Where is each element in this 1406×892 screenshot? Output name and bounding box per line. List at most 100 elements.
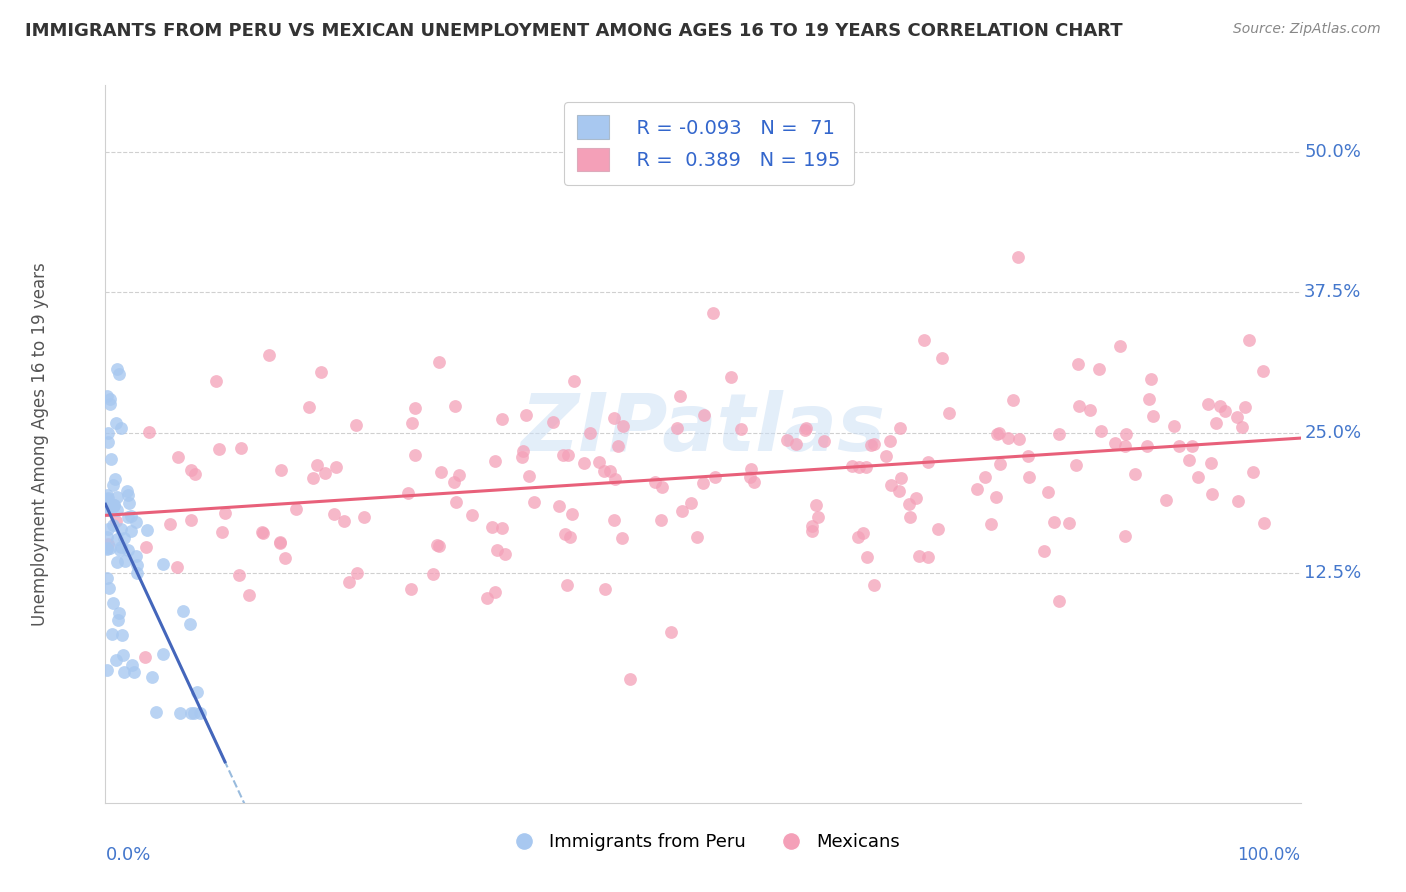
- Text: 25.0%: 25.0%: [1305, 424, 1361, 442]
- Point: [96, 488, 118, 502]
- Point: [1154, 492, 1177, 507]
- Point: [344, 417, 367, 432]
- Point: [315, 467, 337, 481]
- Point: [572, 456, 595, 470]
- Point: [481, 520, 503, 534]
- Point: [494, 547, 516, 561]
- Point: [988, 457, 1011, 471]
- Point: [96, 500, 118, 514]
- Point: [100, 397, 122, 411]
- Point: [97, 491, 120, 506]
- Point: [401, 416, 423, 430]
- Point: [353, 510, 375, 524]
- Point: [1067, 357, 1090, 371]
- Point: [602, 513, 624, 527]
- Point: [112, 531, 135, 545]
- Point: [105, 362, 128, 376]
- Point: [444, 495, 467, 509]
- Point: [1114, 529, 1136, 543]
- Point: [110, 421, 132, 435]
- Point: [120, 508, 142, 523]
- Point: [515, 408, 537, 422]
- Point: [1017, 449, 1039, 463]
- Text: ZIPatlas: ZIPatlas: [520, 391, 886, 468]
- Point: [96, 541, 118, 556]
- Point: [443, 475, 465, 489]
- Point: [917, 550, 939, 565]
- Point: [555, 578, 578, 592]
- Point: [522, 495, 544, 509]
- Point: [166, 450, 188, 464]
- Point: [105, 532, 128, 546]
- Point: [449, 467, 471, 482]
- Point: [603, 410, 626, 425]
- Point: [96, 542, 118, 557]
- Point: [908, 549, 931, 564]
- Point: [491, 412, 513, 426]
- Point: [1018, 470, 1040, 484]
- Point: [484, 585, 506, 599]
- Point: [105, 490, 128, 504]
- Point: [644, 475, 666, 490]
- Point: [669, 389, 692, 403]
- Point: [856, 550, 879, 565]
- Point: [1032, 544, 1054, 558]
- Point: [889, 483, 911, 498]
- Point: [307, 458, 329, 472]
- Point: [517, 468, 540, 483]
- Point: [172, 604, 194, 618]
- Point: [136, 523, 159, 537]
- Point: [228, 568, 250, 582]
- Point: [110, 522, 132, 536]
- Point: [1047, 426, 1070, 441]
- Point: [179, 616, 201, 631]
- Text: IMMIGRANTS FROM PERU VS MEXICAN UNEMPLOYMENT AMONG AGES 16 TO 19 YEARS CORRELATI: IMMIGRANTS FROM PERU VS MEXICAN UNEMPLOY…: [25, 22, 1123, 40]
- Point: [848, 459, 870, 474]
- Point: [208, 442, 231, 457]
- Point: [269, 536, 291, 550]
- Point: [561, 508, 583, 522]
- Point: [1057, 516, 1080, 530]
- Point: [927, 523, 949, 537]
- Point: [547, 500, 569, 514]
- Point: [1142, 409, 1164, 424]
- Point: [422, 567, 444, 582]
- Point: [145, 706, 167, 720]
- Point: [101, 500, 124, 515]
- Point: [96, 571, 118, 585]
- Point: [1251, 364, 1274, 378]
- Point: [730, 422, 752, 436]
- Point: [112, 648, 135, 662]
- Point: [800, 519, 823, 533]
- Point: [1115, 427, 1137, 442]
- Point: [813, 434, 835, 448]
- Point: [1181, 439, 1204, 453]
- Point: [103, 478, 125, 492]
- Point: [619, 673, 641, 687]
- Point: [510, 450, 533, 465]
- Point: [740, 470, 762, 484]
- Point: [1042, 515, 1064, 529]
- Point: [461, 508, 484, 522]
- Point: [98, 541, 121, 555]
- Point: [607, 439, 630, 453]
- Point: [404, 448, 426, 462]
- Point: [101, 518, 124, 533]
- Point: [229, 441, 252, 455]
- Point: [252, 525, 274, 540]
- Point: [612, 418, 634, 433]
- Point: [666, 421, 689, 435]
- Point: [917, 455, 939, 469]
- Text: 37.5%: 37.5%: [1305, 284, 1361, 301]
- Point: [1205, 416, 1227, 430]
- Point: [107, 606, 129, 620]
- Point: [685, 530, 707, 544]
- Point: [112, 665, 135, 679]
- Point: [1007, 250, 1029, 264]
- Point: [650, 513, 672, 527]
- Point: [117, 542, 139, 557]
- Point: [97, 435, 120, 450]
- Point: [274, 550, 297, 565]
- Point: [1104, 436, 1126, 450]
- Point: [801, 524, 824, 538]
